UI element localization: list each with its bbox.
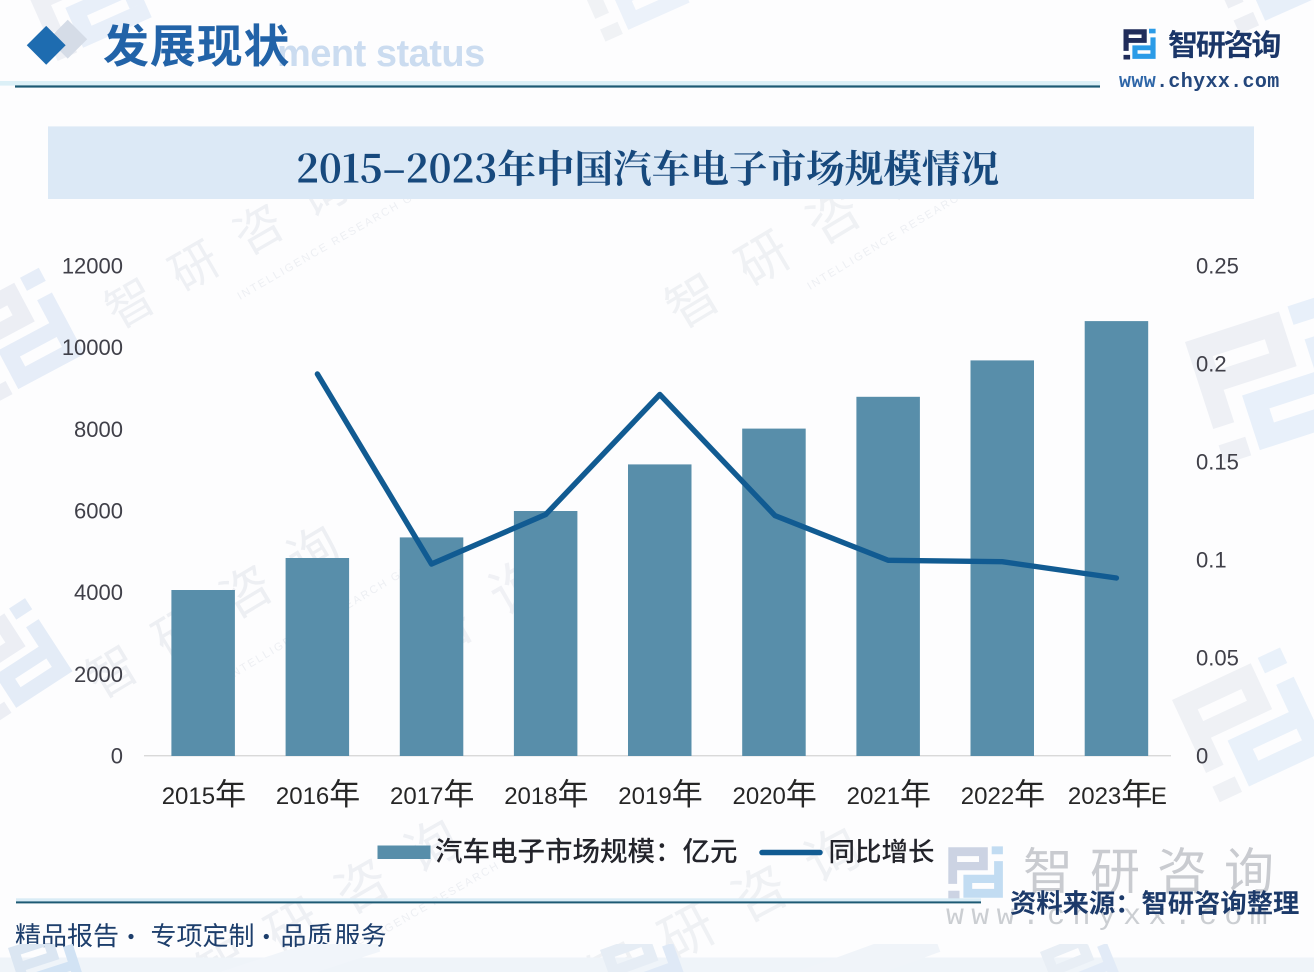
svg-text:E: E [1151, 783, 1167, 810]
svg-text:2000: 2000 [74, 662, 123, 687]
svg-text:2020: 2020 [733, 783, 786, 810]
svg-text:10000: 10000 [62, 335, 123, 360]
svg-text:6000: 6000 [74, 499, 123, 524]
svg-text:2017: 2017 [390, 783, 443, 810]
svg-text:0.15: 0.15 [1196, 450, 1239, 475]
svg-text:2018: 2018 [504, 783, 557, 810]
svg-text:12000: 12000 [62, 254, 123, 279]
svg-text:8000: 8000 [74, 417, 123, 442]
svg-text:2015: 2015 [162, 783, 215, 810]
svg-text:2016: 2016 [276, 783, 329, 810]
svg-text:4000: 4000 [74, 580, 123, 605]
svg-text:2023: 2023 [1068, 783, 1121, 810]
svg-text:0: 0 [111, 744, 123, 769]
svg-text:2021: 2021 [847, 783, 900, 810]
svg-text:www.chyxx.com: www.chyxx.com [1119, 71, 1280, 94]
svg-text:0.05: 0.05 [1196, 646, 1239, 671]
svg-text:0.1: 0.1 [1196, 548, 1227, 573]
svg-text:ment status: ment status [277, 33, 485, 75]
svg-text:2019: 2019 [618, 783, 671, 810]
svg-text:0.25: 0.25 [1196, 254, 1239, 279]
svg-text:0.2: 0.2 [1196, 352, 1227, 377]
svg-text:2022: 2022 [961, 783, 1014, 810]
svg-text:0: 0 [1196, 744, 1208, 769]
